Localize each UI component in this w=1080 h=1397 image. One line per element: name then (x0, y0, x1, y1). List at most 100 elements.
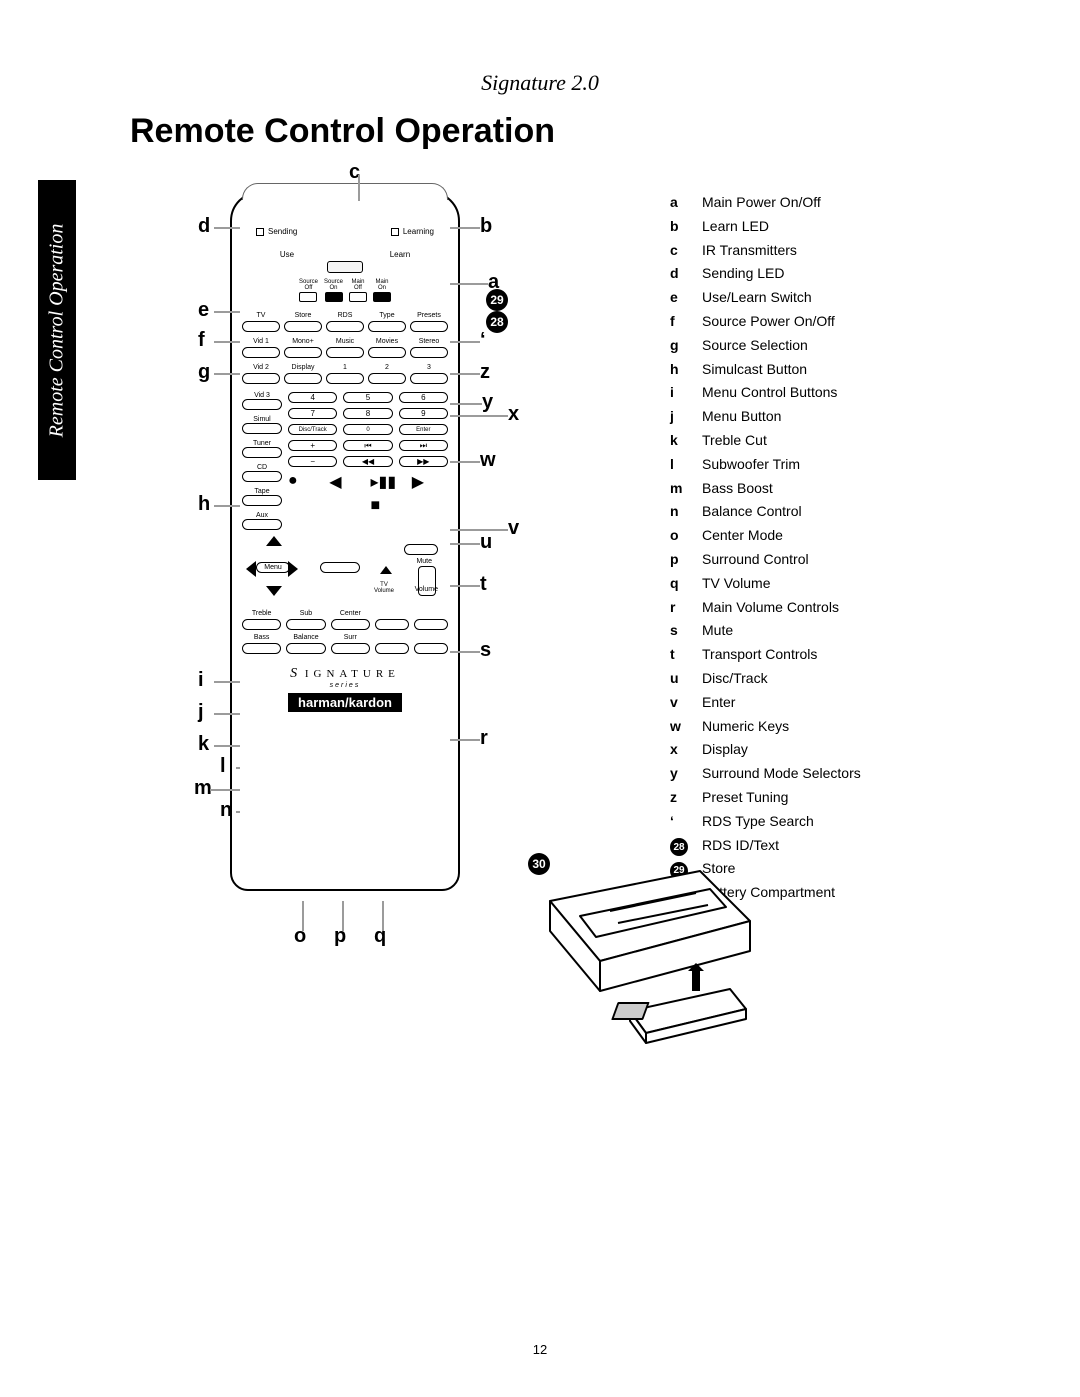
keypad-button[interactable]: 8 (343, 408, 392, 419)
keypad-button[interactable]: 9 (399, 408, 448, 419)
leader-line (214, 227, 240, 229)
legend-row: iMenu Control Buttons (670, 381, 1000, 405)
keypad-button[interactable]: 4 (288, 392, 337, 403)
btn-label: Surr (331, 634, 370, 641)
legend-key: c (670, 239, 690, 263)
callout-label: i (198, 669, 204, 692)
use-learn-switch[interactable] (327, 261, 363, 273)
btn-source-on[interactable] (325, 292, 343, 302)
legend-text: Sending LED (702, 262, 785, 286)
source-button[interactable] (242, 471, 282, 482)
menu-center-button[interactable] (320, 562, 360, 573)
keypad-button[interactable]: 0 (343, 424, 392, 435)
callout-label: x (508, 403, 519, 426)
vol-button[interactable] (375, 619, 409, 630)
remote-button[interactable] (368, 347, 406, 358)
transport-button[interactable]: ▶▶ (399, 456, 448, 467)
remote-button[interactable] (284, 373, 322, 384)
btn-label: Type (368, 312, 406, 319)
keypad-button[interactable]: 5 (343, 392, 392, 403)
transport-button[interactable]: ◀◀ (343, 456, 392, 467)
keypad-button[interactable]: Disc/Track (288, 424, 337, 435)
transport-button[interactable] (412, 497, 448, 515)
transport-button[interactable]: ⏮ (343, 440, 392, 451)
leader-line (450, 415, 508, 417)
leader-line (450, 585, 480, 587)
transport-button[interactable]: + (288, 440, 337, 451)
remote-button[interactable] (410, 347, 448, 358)
callout-label: ‘ (480, 329, 486, 352)
remote-button[interactable] (242, 321, 280, 332)
tv-vol-up-icon[interactable] (380, 566, 392, 574)
mute-button[interactable] (404, 544, 438, 555)
source-button[interactable] (242, 447, 282, 458)
remote-button[interactable] (326, 347, 364, 358)
keypad-button[interactable]: 7 (288, 408, 337, 419)
arrow-left-icon[interactable] (246, 561, 256, 577)
logo-area: S IGNATURE series harman/kardon (242, 666, 448, 712)
keypad-button[interactable]: Enter (399, 424, 448, 435)
vol-button[interactable] (414, 619, 448, 630)
remote-button[interactable] (242, 373, 280, 384)
transport-button[interactable] (288, 497, 324, 515)
vol-button[interactable] (414, 643, 448, 654)
legend-text: TV Volume (702, 572, 770, 596)
transport-button[interactable]: − (288, 456, 337, 467)
remote-button[interactable] (410, 321, 448, 332)
callout-label: o (294, 925, 306, 948)
btn-source-off[interactable] (299, 292, 317, 302)
callout-label: w (480, 449, 496, 472)
remote-body: Sending Learning Use Learn Source Off So… (230, 191, 460, 891)
adjust-button[interactable] (331, 619, 370, 630)
leader-line (210, 789, 240, 791)
adjust-button[interactable] (242, 643, 281, 654)
remote-button[interactable] (326, 373, 364, 384)
btn-main-off[interactable] (349, 292, 367, 302)
btn-label: Presets (410, 312, 448, 319)
btn-main-on[interactable] (373, 292, 391, 302)
vol-button[interactable] (375, 643, 409, 654)
callout-label: l (220, 755, 226, 778)
btn-label: Vid 3 (242, 392, 282, 399)
source-button[interactable] (242, 399, 282, 410)
adjust-button[interactable] (286, 643, 325, 654)
callout-label: r (480, 727, 488, 750)
logo-rest: IGNATURE (305, 668, 400, 680)
remote-button[interactable] (368, 321, 406, 332)
legend-text: RDS ID/Text (702, 834, 779, 858)
transport-button[interactable] (329, 497, 365, 515)
remote-button[interactable] (410, 373, 448, 384)
adjust-button[interactable] (331, 643, 370, 654)
remote-button[interactable] (284, 321, 322, 332)
callout-label: e (198, 299, 209, 322)
remote-button[interactable] (284, 347, 322, 358)
arrow-up-icon[interactable] (266, 536, 282, 546)
leader-line (450, 543, 480, 545)
source-button[interactable] (242, 423, 282, 434)
transport-button[interactable]: ▶ (412, 472, 448, 492)
transport-button[interactable]: ● (288, 472, 324, 492)
main-volume[interactable] (418, 566, 436, 596)
remote-button[interactable] (242, 347, 280, 358)
transport-button[interactable]: ◀ (329, 472, 365, 492)
remote-button[interactable] (368, 373, 406, 384)
leader-line (450, 529, 508, 531)
legend-text: Balance Control (702, 500, 802, 524)
source-button[interactable] (242, 495, 282, 506)
transport-button[interactable]: ⏭ (399, 440, 448, 451)
btn-label: Bass (242, 634, 281, 641)
transport-button[interactable]: ▸▮▮ (371, 472, 407, 492)
adjust-button[interactable] (242, 619, 281, 630)
arrow-down-icon[interactable] (266, 586, 282, 596)
transport-button[interactable]: ■ (371, 497, 407, 515)
keypad-button[interactable]: 6 (399, 392, 448, 403)
menu-button[interactable]: Menu (256, 562, 290, 573)
legend-row: wNumeric Keys (670, 715, 1000, 739)
remote-button[interactable] (326, 321, 364, 332)
leader-line (342, 901, 344, 931)
legend-row: zPreset Tuning (670, 786, 1000, 810)
adjust-button[interactable] (286, 619, 325, 630)
leader-line (450, 227, 480, 229)
legend-row: 28RDS ID/Text (670, 834, 1000, 858)
source-button[interactable] (242, 519, 282, 530)
